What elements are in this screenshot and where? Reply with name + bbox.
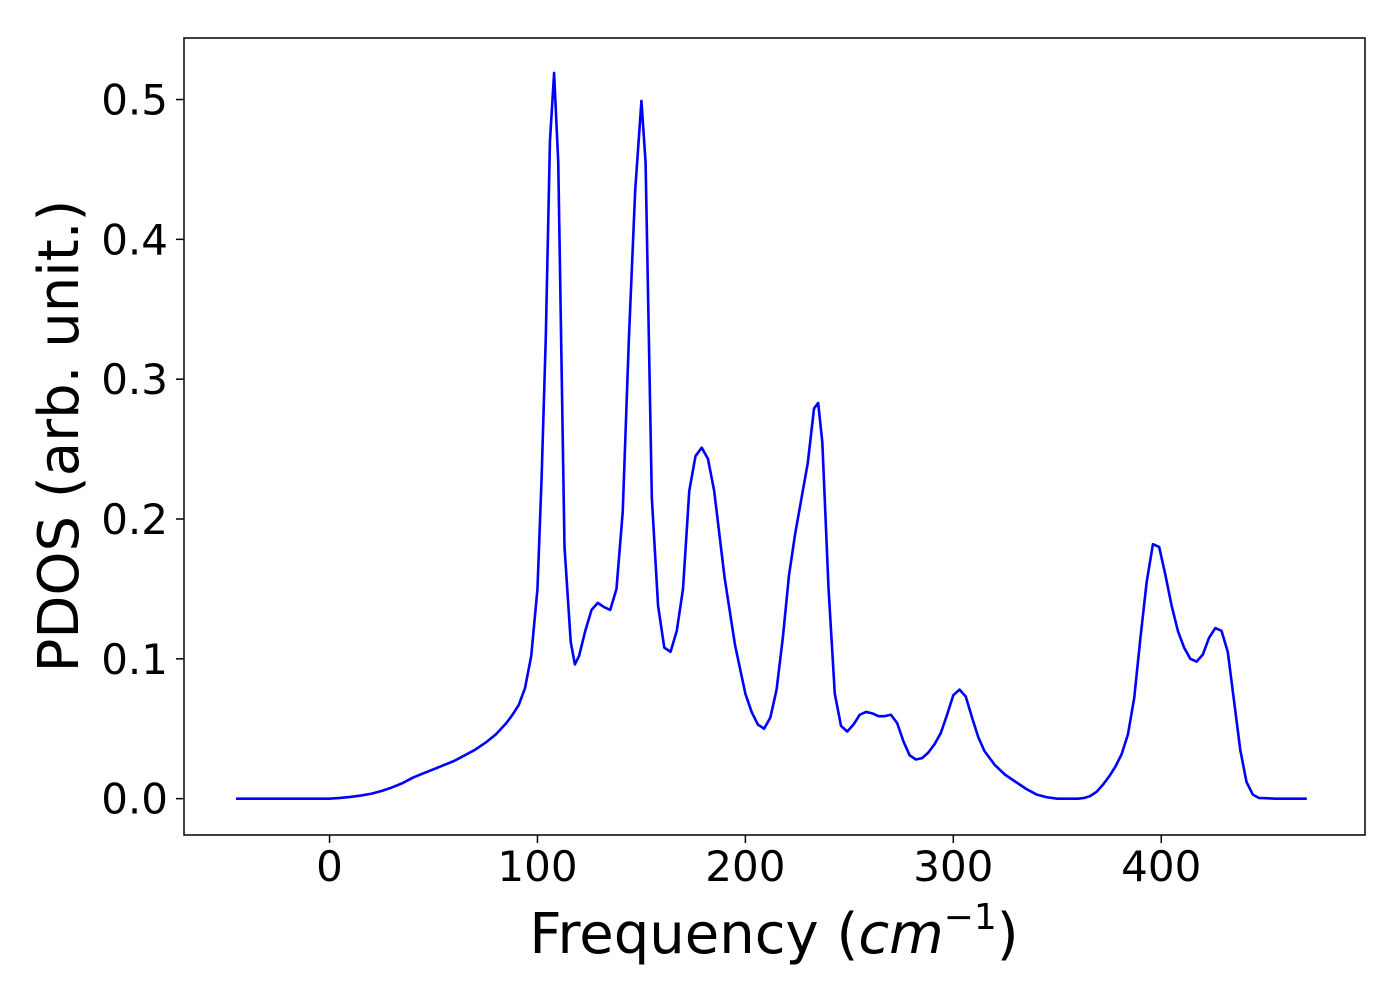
y-axis-label: PDOS (arb. unit.) [27,200,92,673]
x-tick-label: 400 [1121,842,1201,891]
plot-frame [183,37,1366,836]
x-tick-label: 100 [497,842,577,891]
x-axis-label-math: cm [858,902,943,967]
y-tick-label: 0.4 [101,215,168,264]
x-axis-label-main: Frequency ( [529,902,858,967]
plot-layer [235,71,1307,800]
x-tick-label: 200 [705,842,785,891]
x-axis-label: Frequency (cm−1) [529,897,1018,967]
y-tick-label: 0.1 [101,635,168,684]
y-tick-label: 0.5 [101,76,168,125]
x-axis-label-close: ) [997,902,1019,967]
y-tick-label: 0.2 [101,495,168,544]
y-tick-label: 0.3 [101,355,168,404]
series-line-0 [235,71,1307,800]
y-tick-label: 0.0 [101,775,168,824]
x-axis-label-sup: −1 [944,897,997,938]
ticks-layer: 0 100 200 300 400 0.0 0.1 0.2 0.3 0.4 0.5 [101,76,1201,891]
x-tick-label: 300 [913,842,993,891]
x-tick-label: 0 [316,842,343,891]
